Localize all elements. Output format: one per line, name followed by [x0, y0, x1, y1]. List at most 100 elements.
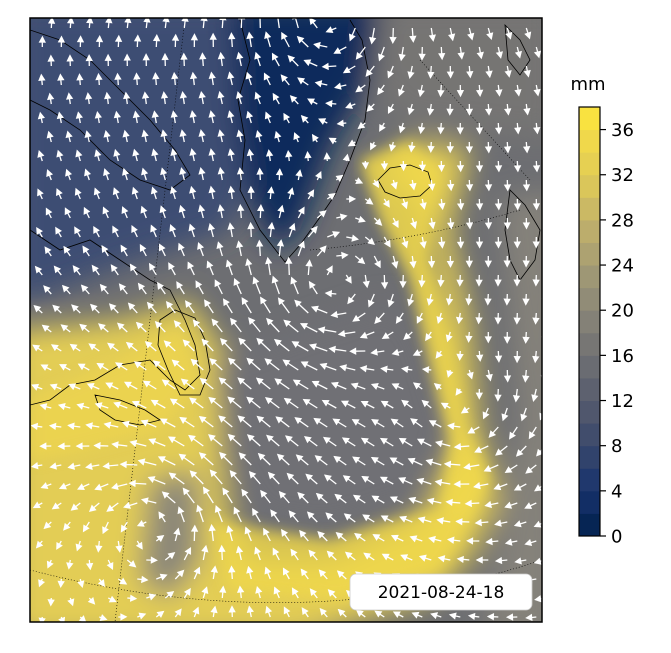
wind-arrow — [306, 511, 318, 523]
wind-arrow — [233, 278, 242, 295]
wind-arrow — [255, 130, 263, 143]
wind-arrow — [360, 437, 375, 447]
wind-arrow — [467, 612, 480, 621]
wind-arrow — [53, 265, 62, 276]
wind-arrow — [354, 532, 366, 542]
wind-arrow — [208, 110, 216, 124]
wind-arrow — [255, 585, 263, 599]
wind-arrow — [347, 139, 356, 147]
wind-arrow — [494, 350, 503, 363]
wind-arrow — [123, 53, 131, 67]
wind-arrow — [520, 407, 528, 422]
wind-arrow — [271, 275, 280, 295]
wind-arrow — [190, 358, 204, 371]
wind-arrow — [364, 236, 375, 246]
wind-arrow — [337, 329, 356, 338]
wind-arrow — [161, 379, 176, 390]
wind-arrow — [294, 299, 309, 314]
wind-arrow — [533, 46, 542, 59]
wind-arrow — [40, 364, 52, 371]
wind-arrow — [281, 31, 290, 48]
wind-arrow — [209, 358, 223, 371]
wind-arrow — [217, 204, 225, 219]
wind-arrow — [300, 361, 318, 371]
wind-arrow — [341, 437, 356, 447]
wind-arrow — [95, 540, 103, 553]
wind-arrow — [46, 130, 54, 143]
colorbar-tick-label: 36 — [611, 120, 634, 141]
colorbar-band — [579, 219, 600, 243]
wind-arrow — [129, 439, 147, 448]
wind-arrow — [486, 27, 494, 41]
wind-arrow — [157, 456, 176, 466]
wind-arrow — [247, 221, 255, 238]
wind-arrow — [150, 224, 158, 238]
wind-arrow — [419, 236, 427, 249]
wind-arrow — [501, 407, 509, 422]
wind-arrow — [484, 293, 492, 306]
wind-arrow — [38, 35, 46, 47]
wind-arrow — [456, 160, 465, 173]
wind-arrow — [74, 187, 82, 200]
wind-arrow — [95, 72, 103, 86]
wind-arrow — [425, 331, 433, 342]
wind-arrow — [316, 210, 327, 219]
wind-arrow — [52, 304, 62, 314]
wind-arrow — [523, 103, 531, 116]
wind-arrow — [418, 160, 427, 172]
wind-arrow — [187, 261, 195, 276]
wind-arrow — [140, 205, 148, 219]
wind-arrow — [117, 577, 128, 585]
wind-arrow — [230, 317, 242, 333]
wind-arrow — [105, 382, 119, 390]
wind-arrow — [36, 226, 43, 238]
wind-arrow — [155, 610, 165, 618]
wind-arrow — [370, 456, 385, 466]
wind-arrow — [182, 339, 195, 352]
wind-arrow — [140, 419, 157, 428]
wind-arrow — [359, 331, 375, 339]
wind-arrow — [37, 111, 45, 124]
wind-arrow — [118, 613, 128, 621]
wind-arrow — [387, 103, 395, 115]
wind-arrow — [127, 594, 138, 602]
wind-arrow — [46, 559, 54, 569]
wind-arrow — [97, 578, 106, 588]
wind-arrow — [436, 312, 444, 324]
wind-arrow — [49, 462, 62, 470]
wind-arrow — [426, 103, 435, 116]
wind-arrow — [335, 531, 347, 542]
wind-arrow — [85, 92, 93, 105]
wind-arrow — [209, 469, 223, 485]
colorbar-band — [579, 423, 600, 447]
wind-arrow — [503, 141, 512, 154]
wind-vectors — [30, 18, 542, 622]
wind-arrow — [99, 614, 108, 621]
wind-arrow — [389, 27, 397, 44]
wind-arrow — [246, 605, 254, 618]
wind-arrow — [218, 415, 233, 428]
wind-arrow — [222, 298, 233, 314]
wind-arrow — [433, 383, 442, 391]
colorbar-band — [579, 107, 600, 131]
wind-arrow — [317, 531, 328, 542]
wind-arrow — [225, 259, 233, 276]
colorbar-tick-label: 28 — [611, 210, 634, 231]
wind-arrow — [64, 207, 72, 219]
wind-arrow — [371, 419, 385, 428]
wind-arrow — [296, 35, 309, 48]
wind-arrow — [332, 418, 347, 428]
wind-arrow — [83, 206, 91, 219]
wind-arrow — [238, 452, 252, 466]
wind-arrow — [235, 91, 244, 105]
wind-arrow — [504, 501, 518, 509]
wind-arrow — [283, 319, 299, 333]
wind-arrow — [531, 388, 539, 402]
wind-arrow — [133, 34, 142, 48]
wind-arrow — [74, 226, 81, 238]
wind-arrow — [484, 217, 493, 230]
wind-arrow — [151, 148, 159, 162]
wind-arrow — [344, 551, 356, 561]
wind-arrow — [327, 231, 341, 238]
wind-arrow — [370, 383, 385, 390]
